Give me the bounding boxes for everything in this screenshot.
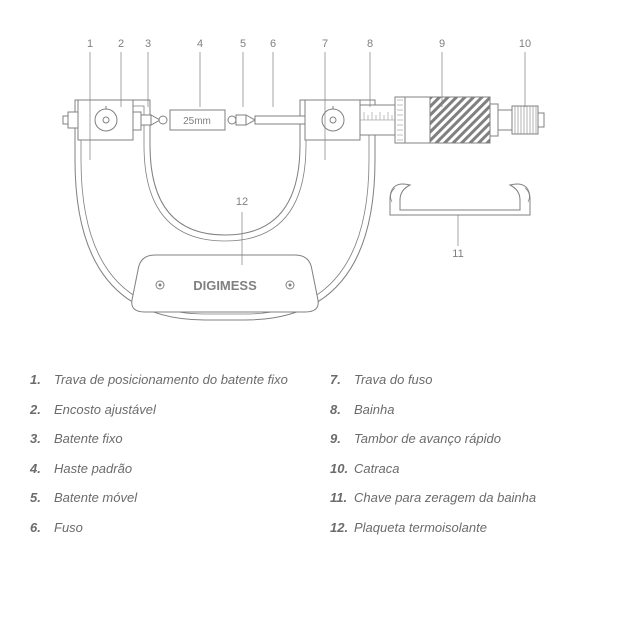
legend-item: 6.Fuso xyxy=(30,518,290,538)
legend-item: 4.Haste padrão xyxy=(30,459,290,479)
legend-num: 12. xyxy=(330,518,354,538)
callout-12: 12 xyxy=(236,196,248,208)
legend-column-left: 1.Trava de posicionamento do batente fix… xyxy=(30,370,290,547)
legend-num: 1. xyxy=(30,370,54,390)
legend: 1.Trava de posicionamento do batente fix… xyxy=(30,370,590,547)
legend-text: Trava do fuso xyxy=(354,370,433,390)
diagram-svg: DIGIMESS 25mm xyxy=(0,0,620,350)
legend-num: 4. xyxy=(30,459,54,479)
legend-num: 6. xyxy=(30,518,54,538)
legend-text: Batente móvel xyxy=(54,488,137,508)
legend-item: 8.Bainha xyxy=(330,400,590,420)
callout-10: 10 xyxy=(519,38,531,50)
legend-num: 10. xyxy=(330,459,354,479)
callout-4: 4 xyxy=(197,38,203,50)
callout-5: 5 xyxy=(240,38,246,50)
callout-6: 6 xyxy=(270,38,276,50)
legend-item: 10.Catraca xyxy=(330,459,590,479)
legend-text: Tambor de avanço rápido xyxy=(354,429,501,449)
legend-text: Fuso xyxy=(54,518,83,538)
brand-text: DIGIMESS xyxy=(193,278,257,293)
callout-7: 7 xyxy=(322,38,328,50)
legend-num: 5. xyxy=(30,488,54,508)
legend-item: 3.Batente fixo xyxy=(30,429,290,449)
legend-item: 11.Chave para zeragem da bainha xyxy=(330,488,590,508)
legend-text: Batente fixo xyxy=(54,429,123,449)
micrometer-diagram: DIGIMESS 25mm xyxy=(0,0,620,350)
legend-item: 12.Plaqueta termoisolante xyxy=(330,518,590,538)
legend-text: Trava de posicionamento do batente fixo xyxy=(54,370,288,390)
legend-text: Bainha xyxy=(354,400,394,420)
legend-text: Haste padrão xyxy=(54,459,132,479)
legend-text: Catraca xyxy=(354,459,400,479)
gauge-label: 25mm xyxy=(183,116,211,127)
legend-num: 7. xyxy=(330,370,354,390)
callout-3: 3 xyxy=(145,38,151,50)
callout-2: 2 xyxy=(118,38,124,50)
legend-num: 8. xyxy=(330,400,354,420)
legend-item: 1.Trava de posicionamento do batente fix… xyxy=(30,370,290,390)
legend-column-right: 7.Trava do fuso8.Bainha9.Tambor de avanç… xyxy=(330,370,590,547)
legend-num: 2. xyxy=(30,400,54,420)
legend-text: Chave para zeragem da bainha xyxy=(354,488,536,508)
legend-item: 5.Batente móvel xyxy=(30,488,290,508)
legend-item: 9.Tambor de avanço rápido xyxy=(330,429,590,449)
legend-num: 3. xyxy=(30,429,54,449)
callout-8: 8 xyxy=(367,38,373,50)
spanner-wrench xyxy=(390,184,530,215)
legend-item: 2.Encosto ajustável xyxy=(30,400,290,420)
legend-text: Encosto ajustável xyxy=(54,400,156,420)
callout-1: 1 xyxy=(87,38,93,50)
callout-11: 11 xyxy=(452,248,463,260)
legend-item: 7.Trava do fuso xyxy=(330,370,590,390)
legend-num: 9. xyxy=(330,429,354,449)
callout-9: 9 xyxy=(439,38,445,50)
legend-num: 11. xyxy=(330,488,354,508)
legend-text: Plaqueta termoisolante xyxy=(354,518,487,538)
